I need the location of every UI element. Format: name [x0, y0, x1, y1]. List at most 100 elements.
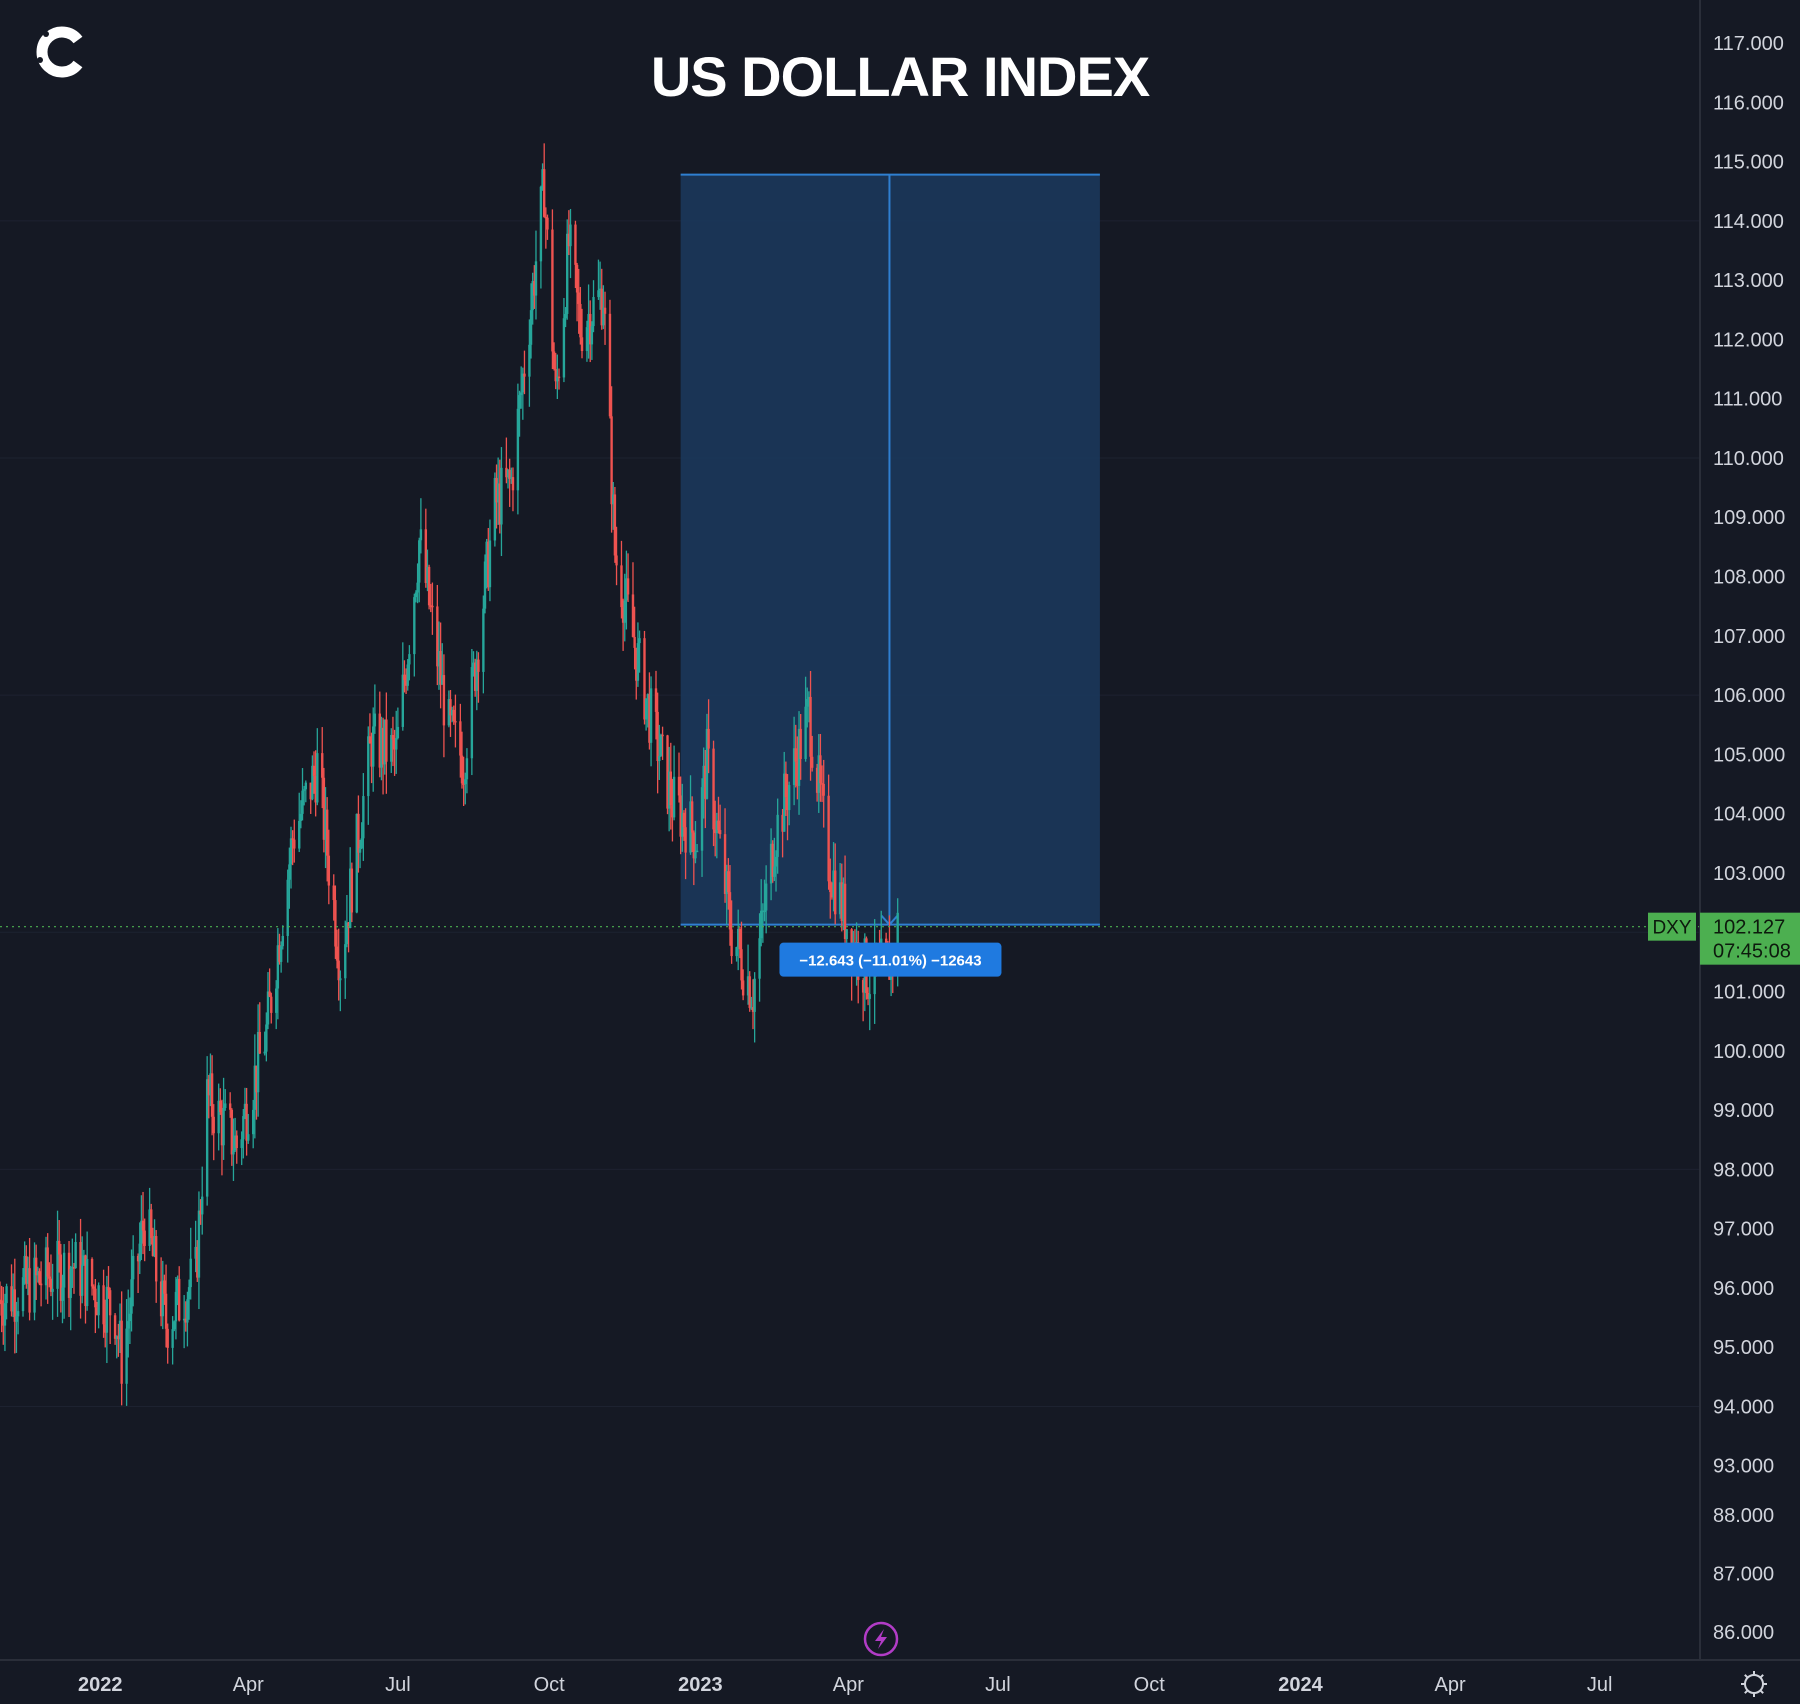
candle — [544, 207, 548, 249]
candle — [151, 1227, 155, 1257]
candle-body — [104, 1324, 107, 1333]
candle-body — [299, 813, 303, 821]
candle-body — [884, 938, 888, 944]
candle-body — [712, 748, 715, 830]
gear-icon-tooth — [1744, 1674, 1749, 1679]
candle-body — [424, 529, 428, 584]
candle — [519, 366, 523, 409]
candle — [748, 971, 751, 1012]
candle — [222, 1077, 225, 1160]
candle-body — [589, 313, 592, 345]
candle-body — [5, 1286, 8, 1304]
candle — [396, 707, 400, 740]
candle-body — [690, 801, 694, 833]
candle-body — [247, 1134, 250, 1141]
candle — [552, 342, 556, 371]
candle — [301, 768, 304, 821]
candle-body — [523, 373, 526, 377]
candle-body — [682, 812, 686, 828]
candle-body — [286, 879, 289, 936]
candle — [842, 877, 845, 931]
candle — [740, 921, 743, 990]
candle-body — [597, 290, 600, 298]
candle-body — [95, 1307, 99, 1316]
candle-body — [704, 765, 707, 799]
price-tick-label: 108.000 — [1713, 567, 1785, 589]
candle-body — [199, 1210, 202, 1215]
price-tick-label: 110.000 — [1713, 448, 1784, 470]
candle — [235, 1130, 238, 1164]
candle-body — [784, 773, 788, 798]
candle — [199, 1199, 202, 1225]
candle-body — [350, 868, 354, 913]
candle — [654, 670, 658, 740]
candle-body — [827, 795, 830, 882]
lightning-icon-bolt — [875, 1629, 887, 1649]
candle-body — [834, 870, 837, 915]
candle-body — [493, 477, 497, 541]
candle-body — [781, 814, 784, 832]
candle-body — [302, 789, 306, 791]
candle — [681, 783, 684, 852]
candle-body — [654, 688, 658, 712]
candle — [265, 1012, 268, 1062]
candle-body — [452, 709, 455, 721]
candle — [72, 1262, 76, 1294]
candle-body — [408, 654, 411, 665]
candle — [418, 537, 421, 603]
gear-icon-tooth — [1744, 1689, 1749, 1694]
candle-body — [666, 735, 669, 809]
candle-body — [758, 938, 761, 979]
candle-body — [569, 224, 572, 247]
candle-body — [34, 1257, 38, 1276]
candle-body — [391, 735, 395, 740]
candle — [105, 1275, 109, 1364]
candle-body — [396, 726, 400, 739]
candle-body — [56, 1240, 59, 1289]
candle — [827, 774, 830, 890]
candle-body — [153, 1236, 156, 1256]
candle-body — [741, 980, 745, 996]
candle-body — [325, 809, 329, 856]
c-logo-arc — [36, 26, 83, 78]
candle-body — [557, 376, 561, 379]
candle-body — [372, 726, 375, 767]
candle — [281, 925, 284, 950]
candle — [806, 687, 809, 728]
candle-body — [638, 638, 641, 644]
candle-body — [84, 1255, 87, 1307]
candle-body — [815, 767, 819, 793]
candle — [750, 996, 753, 1010]
candle-body — [723, 834, 727, 894]
candle-body — [442, 675, 446, 726]
candle — [288, 847, 291, 909]
candle-body — [33, 1257, 36, 1313]
time-axis: 2022 Apr Jul Oct 2023 Apr Jul Oct 2024 Apr Jul — [78, 1674, 1612, 1696]
candle-body — [62, 1252, 66, 1288]
candle — [454, 694, 457, 748]
candle-body — [600, 288, 603, 326]
candle-body — [311, 765, 314, 800]
candle-body — [620, 565, 623, 608]
candle-body — [500, 467, 503, 525]
candle — [355, 813, 358, 914]
candle-body — [496, 483, 500, 503]
candle — [705, 713, 709, 800]
candle-body — [587, 313, 590, 328]
candle — [727, 858, 730, 910]
candle-body — [465, 758, 469, 780]
candle-body — [385, 719, 388, 762]
candle-body — [245, 1103, 248, 1141]
candle-body — [426, 566, 429, 584]
candle — [97, 1282, 100, 1329]
candle — [600, 268, 603, 330]
candle — [276, 928, 280, 1020]
candle — [566, 219, 569, 320]
candle — [677, 752, 681, 803]
candle-body — [718, 830, 722, 835]
candle-body — [473, 662, 477, 691]
candle-body — [419, 529, 423, 541]
price-tick-label: 104.000 — [1713, 804, 1785, 826]
candle — [459, 703, 462, 778]
candle — [164, 1264, 168, 1348]
